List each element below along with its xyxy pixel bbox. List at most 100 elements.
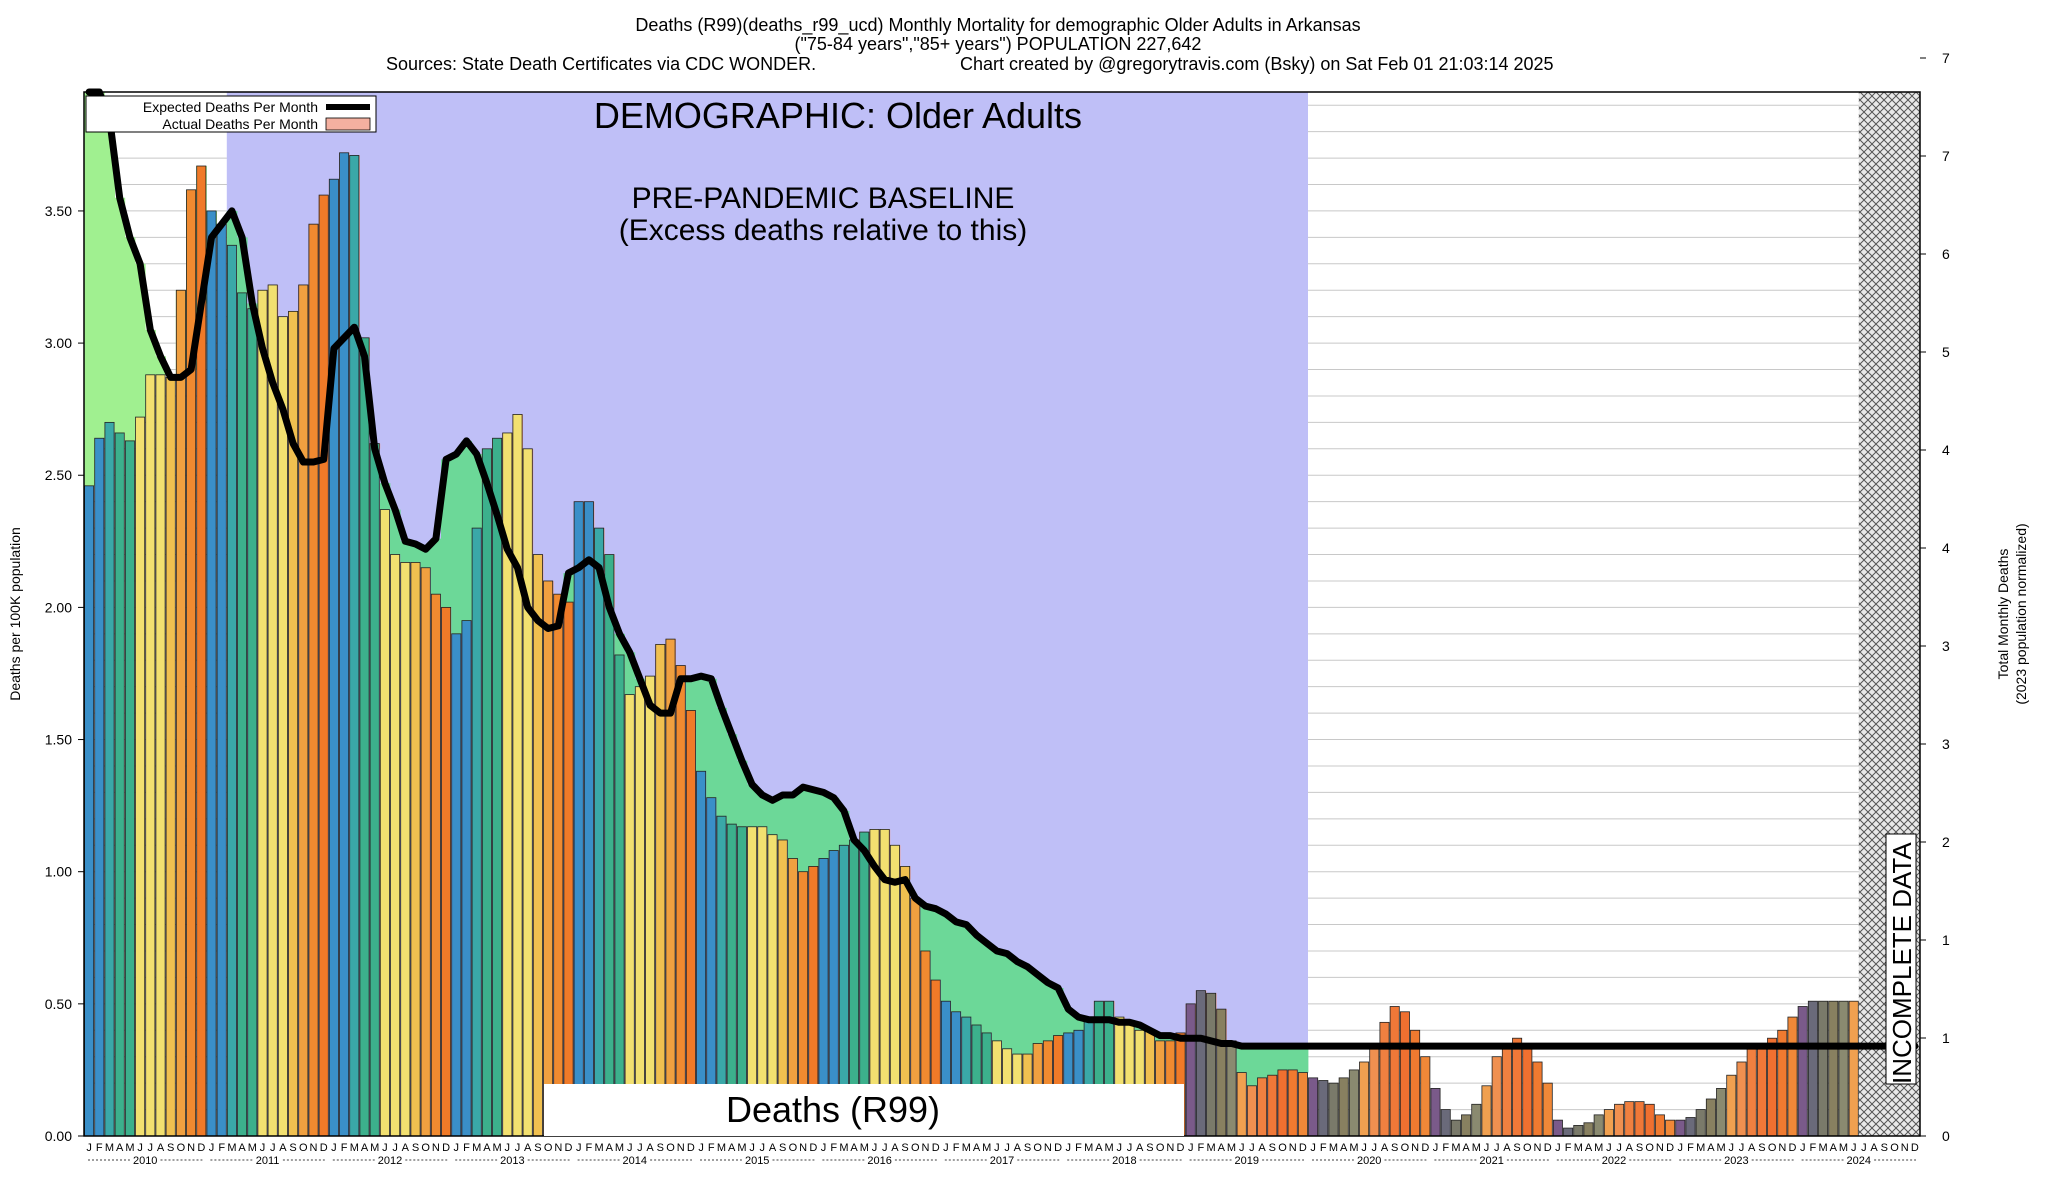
legend-actual-swatch	[325, 117, 371, 131]
x-tick-month: M	[1329, 1142, 1338, 1154]
excess-segment	[747, 784, 758, 827]
x-tick-month: F	[463, 1142, 470, 1154]
actual-bar	[420, 567, 431, 1137]
x-tick-month: J	[1249, 1142, 1255, 1154]
x-tick-month: M	[1819, 1142, 1828, 1154]
x-tick-month: M	[227, 1142, 236, 1154]
x-tick-month: J	[943, 1142, 949, 1154]
actual-bar	[1593, 1114, 1604, 1137]
incomplete-label: INCOMPLETE DATA	[1887, 842, 1917, 1084]
excess-segment	[1246, 1046, 1258, 1086]
x-tick-month: F	[1075, 1142, 1082, 1154]
y-tick-label: 3.50	[45, 203, 72, 219]
excess-segment	[818, 792, 829, 859]
x-tick-month: S	[534, 1142, 541, 1154]
x-tick-month: M	[1472, 1142, 1481, 1154]
x-tick-month: A	[524, 1142, 532, 1154]
x-tick-month: J	[1433, 1142, 1439, 1154]
actual-bar	[1399, 1011, 1410, 1137]
x-tick-month: M	[1594, 1142, 1603, 1154]
actual-bar	[1267, 1074, 1278, 1137]
cause-label: Deaths (R99)	[726, 1089, 940, 1130]
actual-bar	[655, 643, 666, 1137]
excess-segment	[1042, 982, 1054, 1041]
excess-segment	[237, 237, 248, 293]
actual-bar	[573, 501, 584, 1137]
x-tick-month: A	[1095, 1142, 1103, 1154]
actual-bar	[400, 562, 411, 1137]
x-tick-year: 2020	[1357, 1155, 1381, 1167]
actual-bar	[1654, 1114, 1665, 1137]
actual-bar	[696, 770, 707, 1137]
x-tick-month: A	[116, 1142, 124, 1154]
x-tick-month: A	[1462, 1142, 1470, 1154]
y2-tick-label: 1	[1942, 1030, 1950, 1046]
actual-bar	[1195, 990, 1206, 1137]
x-tick-year: 2014	[623, 1155, 647, 1167]
actual-bar	[298, 284, 309, 1137]
x-tick-month: J	[1361, 1142, 1367, 1154]
actual-bar	[1624, 1101, 1635, 1137]
y2-tick-label: 4	[1942, 442, 1950, 458]
actual-bar	[634, 686, 645, 1137]
x-tick-month: S	[289, 1142, 296, 1154]
y-tick-label: 2.50	[45, 467, 72, 483]
chart-credit: Chart created by @gregorytravis.com (Bsk…	[960, 54, 1554, 74]
actual-bar	[1369, 1043, 1380, 1137]
actual-bar	[1705, 1098, 1716, 1137]
y2-tick-label: 7	[1942, 148, 1950, 164]
excess-segment	[716, 707, 727, 817]
x-tick-month: F	[830, 1142, 837, 1154]
x-tick-month: S	[657, 1142, 664, 1154]
excess-segment	[390, 509, 401, 555]
actual-bar	[135, 416, 146, 1137]
actual-bar	[1818, 1000, 1829, 1137]
actual-bar	[145, 374, 156, 1137]
actual-bar	[1603, 1109, 1614, 1137]
x-tick-month: O	[1523, 1142, 1532, 1154]
actual-bar	[1614, 1103, 1625, 1137]
x-tick-month: J	[1188, 1142, 1194, 1154]
actual-bar	[1848, 1000, 1859, 1137]
x-tick-month: A	[1136, 1142, 1144, 1154]
x-tick-month: S	[1513, 1142, 1520, 1154]
x-tick-month: M	[615, 1142, 624, 1154]
x-tick-month: N	[310, 1142, 318, 1154]
actual-bar	[624, 694, 635, 1137]
excess-segment	[798, 787, 809, 872]
x-tick-year: 2019	[1235, 1155, 1259, 1167]
x-tick-month: A	[483, 1142, 491, 1154]
x-tick-month: J	[1729, 1142, 1735, 1154]
excess-segment	[961, 924, 972, 1018]
actual-bar	[1807, 1000, 1818, 1137]
actual-bar	[1236, 1072, 1247, 1137]
x-tick-month: J	[86, 1142, 92, 1154]
actual-bar	[1379, 1021, 1390, 1137]
excess-segment	[930, 908, 942, 981]
x-tick-month: N	[1656, 1142, 1664, 1154]
excess-segment	[461, 440, 472, 621]
excess-segment	[94, 92, 105, 439]
actual-bar	[532, 554, 543, 1137]
actual-bar	[1430, 1088, 1441, 1137]
excess-segment	[1012, 961, 1023, 1055]
chart-source: Sources: State Death Certificates via CD…	[386, 54, 816, 74]
x-tick-month: M	[1084, 1142, 1093, 1154]
x-tick-month: N	[1166, 1142, 1174, 1154]
actual-bar	[1257, 1077, 1268, 1137]
x-tick-month: M	[1696, 1142, 1705, 1154]
x-tick-year: 2010	[133, 1155, 157, 1167]
actual-bar	[226, 244, 237, 1137]
actual-bar	[349, 155, 360, 1137]
actual-bar	[155, 374, 166, 1137]
x-tick-month: M	[962, 1142, 971, 1154]
x-tick-month: F	[1565, 1142, 1572, 1154]
actual-bar	[1532, 1061, 1543, 1137]
excess-segment	[828, 797, 840, 851]
x-tick-month: A	[1340, 1142, 1348, 1154]
x-tick-month: A	[1218, 1142, 1226, 1154]
x-tick-month: N	[1901, 1142, 1909, 1154]
actual-bar	[1767, 1037, 1778, 1137]
actual-bar	[114, 432, 125, 1137]
actual-bar	[1277, 1069, 1288, 1137]
